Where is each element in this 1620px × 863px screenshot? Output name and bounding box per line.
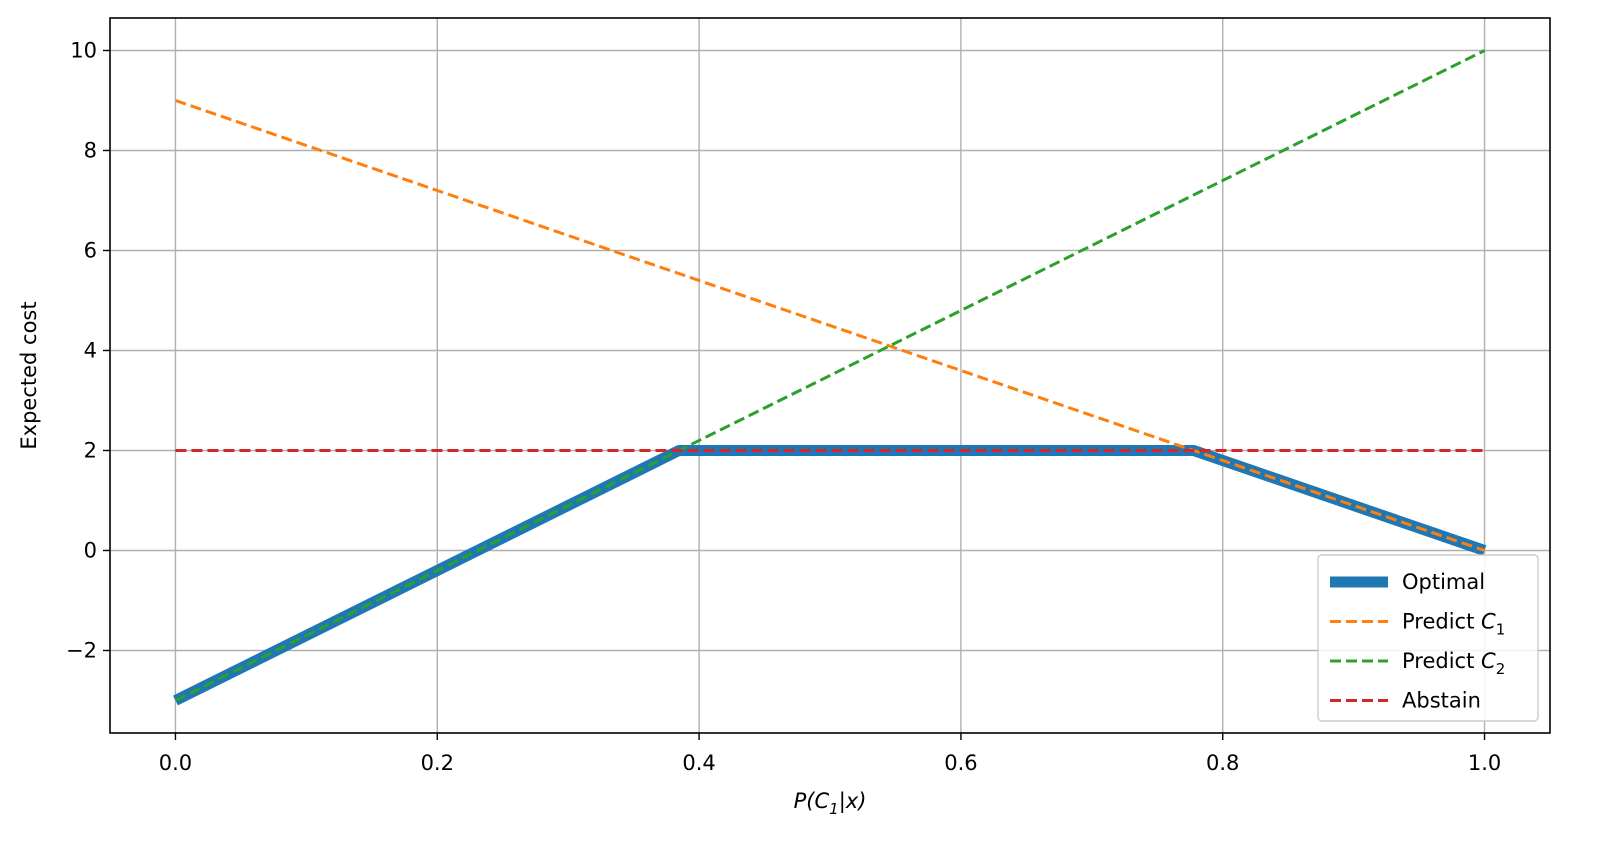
axis-ticks: 0.0 0.2 0.4 0.6 0.8 1.0 −2 0 2 4 6 8 10 bbox=[66, 39, 1501, 776]
legend: Optimal Predict C1 Predict C2 Abstain bbox=[1317, 554, 1539, 722]
series-line-predict-c2 bbox=[174, 49, 1486, 702]
legend-box bbox=[1317, 554, 1539, 722]
x-tick-label: 1.0 bbox=[1468, 751, 1501, 775]
x-axis-label: P(C1|x) bbox=[794, 789, 867, 818]
y-tick-label: 0 bbox=[84, 539, 97, 563]
x-tick-label: 0.2 bbox=[421, 751, 454, 775]
y-tick-label: −2 bbox=[66, 639, 97, 663]
y-tick-label: 4 bbox=[84, 339, 97, 363]
y-axis-label: Expected cost bbox=[17, 301, 41, 449]
y-tick-label: 6 bbox=[84, 239, 97, 263]
y-tick-label: 8 bbox=[84, 139, 97, 163]
legend-label-predict-c1: Predict C1 bbox=[1402, 610, 1505, 639]
y-tick-label: 10 bbox=[70, 39, 97, 63]
legend-label-predict-c2: Predict C2 bbox=[1402, 649, 1505, 678]
x-tick-label: 0.8 bbox=[1206, 751, 1239, 775]
series-layer bbox=[173, 49, 1487, 706]
x-axis-label-main: P(C bbox=[794, 789, 830, 813]
legend-label-optimal: Optimal bbox=[1402, 570, 1485, 594]
plot-frame bbox=[109, 17, 1551, 734]
x-tick-label: 0.0 bbox=[159, 751, 192, 775]
series-line-predict-c1 bbox=[174, 99, 1486, 552]
legend-label-abstain: Abstain bbox=[1402, 689, 1481, 713]
series-line-optimal bbox=[173, 445, 1487, 706]
x-tick-label: 0.4 bbox=[682, 751, 715, 775]
x-tick-label: 0.6 bbox=[944, 751, 977, 775]
y-tick-label: 2 bbox=[84, 439, 97, 463]
x-axis-label-sub: 1 bbox=[829, 800, 839, 818]
x-axis-label-tail: |x) bbox=[839, 789, 867, 814]
